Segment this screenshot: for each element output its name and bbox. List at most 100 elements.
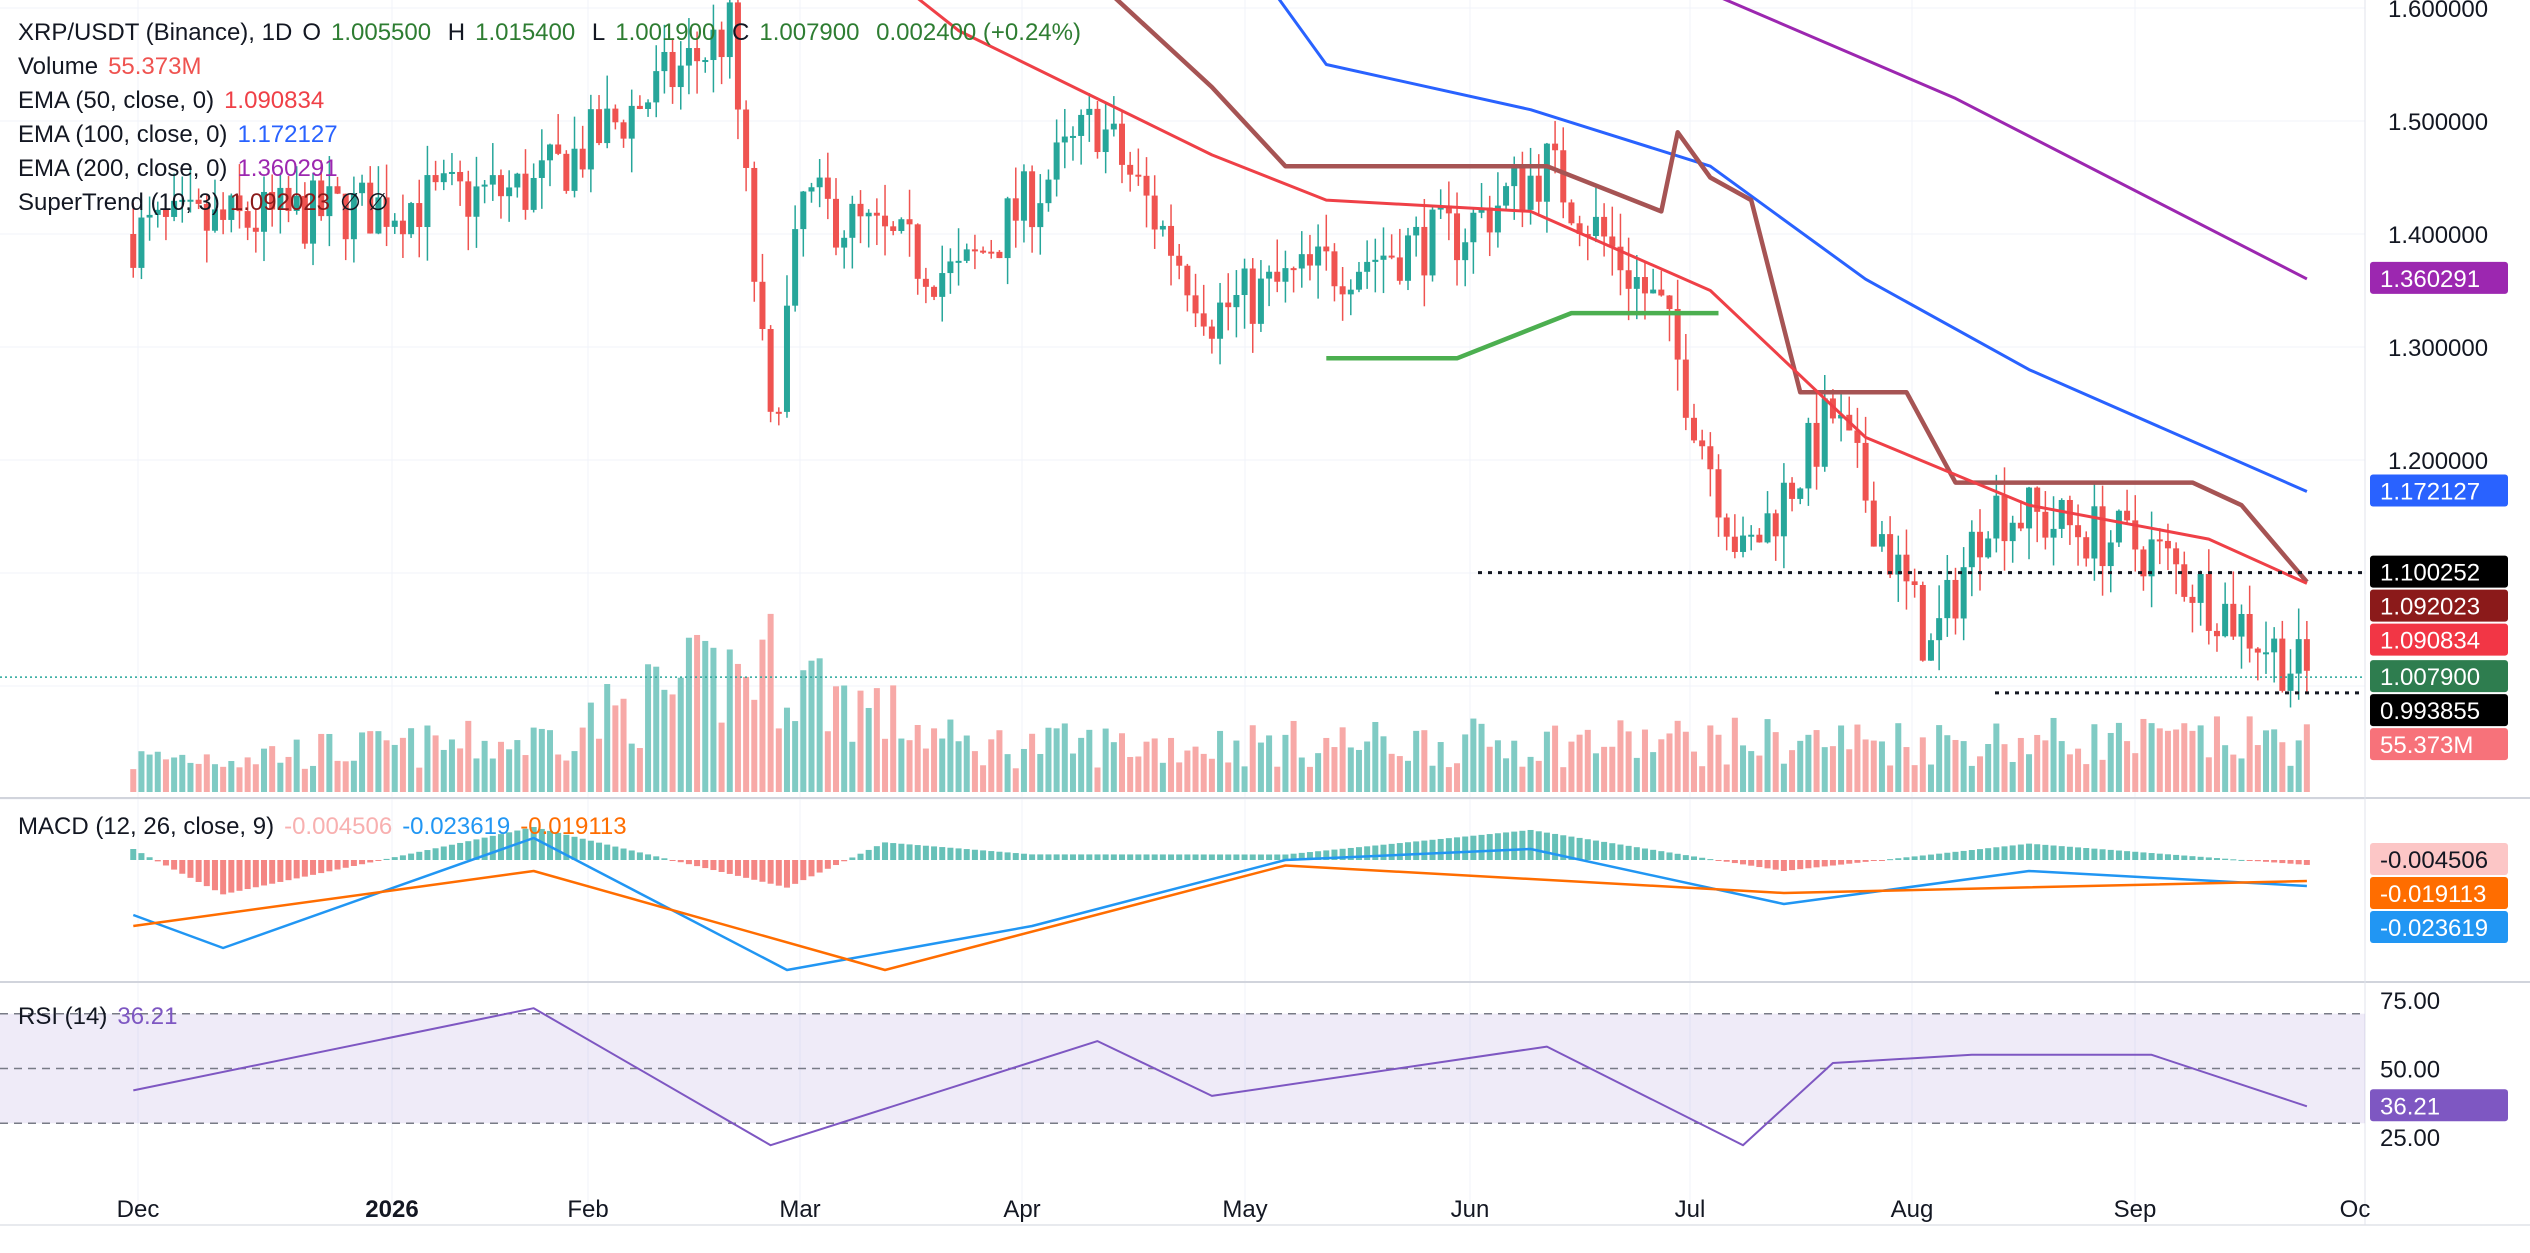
price-tick-2: 1.400000 — [2388, 222, 2488, 249]
macd-hist-220 — [1927, 854, 1934, 860]
macd-hist-178 — [1584, 839, 1591, 860]
ema200-legend[interactable]: EMA (200, close, 0) 1.360291 — [18, 152, 1091, 186]
macd-hist-163 — [1462, 836, 1469, 860]
macd-hist-83 — [808, 860, 815, 877]
macd-hist-262 — [2271, 860, 2278, 863]
candle-body-206 — [1813, 422, 1820, 467]
candle-body-86 — [833, 198, 839, 248]
macd-hist-29 — [367, 860, 374, 863]
macd-hist-58 — [604, 844, 611, 860]
volume-bar-60 — [620, 698, 627, 792]
macd-hist-108 — [1012, 853, 1019, 860]
candle-body-220 — [1927, 640, 1934, 661]
rsi-tick-0: 75.00 — [2380, 988, 2440, 1015]
candle-body-248 — [2156, 539, 2163, 542]
volume-bar-45 — [497, 741, 504, 792]
volume-bar-176 — [1568, 741, 1575, 792]
candle-body-153 — [1380, 255, 1387, 260]
volume-bar-253 — [2197, 725, 2204, 792]
candle-body-155 — [1396, 257, 1403, 281]
price-badge-text-2: 1.100252 — [2380, 560, 2480, 587]
candle-body-211 — [1854, 430, 1861, 443]
volume-bar-79 — [775, 728, 782, 792]
volume-bar-129 — [1184, 750, 1191, 792]
candle-body-236 — [2058, 499, 2065, 529]
candle-body-225 — [1968, 531, 1975, 568]
volume-bar-168 — [1503, 758, 1510, 792]
volume-bar-169 — [1511, 740, 1518, 792]
candle-body-189 — [1674, 308, 1681, 360]
volume-bar-117 — [1086, 729, 1093, 792]
volume-bar-48 — [522, 755, 529, 792]
macd-hist-138 — [1257, 854, 1264, 860]
volume-bar-193 — [1707, 725, 1714, 792]
time-label-7: Jul — [1675, 1196, 1706, 1223]
candle-body-130 — [1192, 295, 1199, 314]
macd-hist-197 — [1740, 860, 1747, 865]
macd-hist-188 — [1666, 852, 1673, 860]
volume-bar-132 — [1208, 758, 1215, 792]
macd-hist-43 — [481, 837, 488, 860]
volume-bar-141 — [1282, 734, 1289, 792]
macd-hist-35 — [416, 851, 423, 860]
ema50-legend[interactable]: EMA (50, close, 0) 1.090834 — [18, 84, 1091, 118]
macd-legend[interactable]: MACD (12, 26, close, 9) -0.004506 -0.02361… — [18, 810, 637, 844]
macd-hist-232 — [2026, 843, 2033, 860]
candle-body-151 — [1364, 261, 1371, 272]
volume-bar-8 — [195, 763, 202, 792]
candle-body-77 — [759, 281, 766, 329]
candle-body-161 — [1445, 205, 1452, 214]
candle-body-27 — [350, 193, 357, 240]
rsi-tick-2: 25.00 — [2380, 1125, 2440, 1152]
macd-hist-95 — [906, 844, 913, 860]
volume-bar-259 — [2246, 716, 2253, 792]
ema200-value: 1.360291 — [237, 155, 338, 182]
macd-hist-176 — [1568, 836, 1575, 860]
macd-hist-57 — [596, 842, 603, 860]
candle-body-222 — [1944, 579, 1951, 619]
time-axis[interactable]: Dec 2026 Feb Mar Apr May Jun Jul Aug Sep Oc — [117, 1196, 2371, 1223]
volume-bar-4 — [162, 759, 169, 792]
candle-body-150 — [1355, 271, 1362, 290]
candle-body-58 — [604, 108, 611, 144]
candle-body-46 — [506, 187, 513, 197]
ema200-line — [1722, 0, 2308, 281]
macd-hist-68 — [685, 860, 692, 865]
macd-hist-120 — [1110, 854, 1117, 860]
volume-bar-185 — [1641, 729, 1648, 792]
macd-hist-123 — [1135, 854, 1142, 860]
symbol-title[interactable]: XRP/USDT (Binance), 1D — [18, 19, 293, 46]
ema100-label: EMA (100, close, 0) — [18, 121, 228, 148]
volume-bar-218 — [1911, 765, 1918, 792]
ema200-label: EMA (200, close, 0) — [18, 155, 228, 182]
rsi-legend[interactable]: RSI (14) 36.21 — [18, 1000, 187, 1034]
macd-hist-41 — [465, 841, 472, 860]
macd-hist-167 — [1494, 833, 1501, 860]
macd-hist-78 — [767, 860, 774, 884]
volume-bar-179 — [1592, 753, 1599, 792]
time-label-8: Aug — [1891, 1196, 1934, 1223]
candle-body-36 — [424, 175, 431, 228]
volume-bar-77 — [759, 639, 766, 792]
volume-bar-140 — [1274, 766, 1281, 792]
supertrend-legend[interactable]: SuperTrend (10, 3) 1.092023 ∅ ∅ — [18, 186, 1091, 220]
price-axis[interactable]: 1.600000 1.500000 1.400000 1.300000 1.200000… — [2370, 0, 2508, 1152]
macd-hist-253 — [2197, 856, 2204, 860]
candle-body-78 — [767, 328, 774, 412]
macd-hist-59 — [612, 846, 619, 860]
macd-hist-54 — [571, 836, 578, 860]
volume-bar-245 — [2132, 753, 2139, 792]
candle-body-48 — [522, 173, 529, 210]
ohlc-close: 1.007900 — [759, 19, 860, 46]
candle-body-125 — [1151, 195, 1158, 230]
candle-body-251 — [2181, 564, 2188, 597]
macd-hist-202 — [1780, 860, 1787, 871]
macd-hist-214 — [1878, 860, 1885, 861]
volume-bar-266 — [2303, 724, 2310, 792]
volume-legend[interactable]: Volume 55.373M — [18, 50, 1091, 84]
volume-bar-237 — [2066, 754, 2073, 792]
volume-bar-225 — [1968, 765, 1975, 792]
ema100-legend[interactable]: EMA (100, close, 0) 1.172127 — [18, 118, 1091, 152]
volume-bar-35 — [416, 767, 423, 792]
